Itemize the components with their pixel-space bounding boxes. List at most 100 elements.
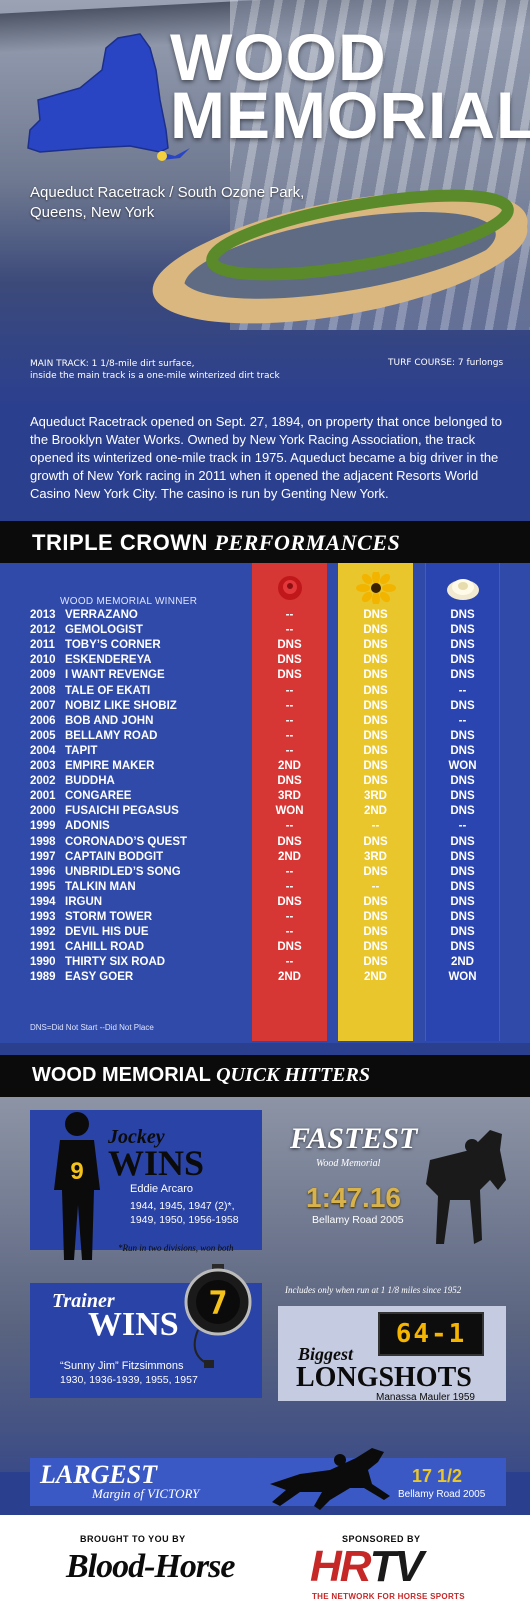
- row-year: 1995: [30, 880, 56, 893]
- row-year: 2000: [30, 805, 56, 818]
- belmont-result: DNS: [450, 669, 475, 682]
- row-year: 1994: [30, 895, 56, 908]
- table-row: 2005 BELLAMY ROAD -- DNS DNS: [30, 730, 500, 746]
- largest-margin-card: [30, 1458, 506, 1506]
- kentucky-derby-result: --: [285, 926, 294, 939]
- kentucky-derby-result: DNS: [277, 669, 302, 682]
- main-track-note-line-1: MAIN TRACK: 1 1/8-mile dirt surface,: [30, 359, 195, 369]
- racing-horse-icon: [426, 1130, 506, 1244]
- jockey-number: 9: [70, 1158, 83, 1185]
- row-year: 1989: [30, 971, 56, 984]
- kentucky-derby-result: --: [285, 744, 294, 757]
- row-horse: CORONADO’S QUEST: [65, 835, 188, 848]
- intro-paragraph: Aqueduct Racetrack opened on Sept. 27, 1…: [30, 414, 502, 501]
- table-row: 2011 TOBY’S CORNER DNS DNS DNS: [30, 639, 500, 655]
- longshot-horse: Manassa Mauler 1959: [376, 1392, 475, 1403]
- preakness-column: [338, 563, 413, 1041]
- row-year: 2006: [30, 714, 56, 727]
- row-horse: VERRAZANO: [65, 609, 138, 621]
- row-horse: EMPIRE MAKER: [65, 760, 155, 772]
- belmont-result: DNS: [450, 729, 475, 742]
- table-row: 2006 BOB AND JOHN -- DNS --: [30, 715, 500, 731]
- table-row: 1991 CAHILL ROAD DNS DNS DNS: [30, 941, 500, 957]
- main-track-note: MAIN TRACK: 1 1/8-mile dirt surface, ins…: [30, 358, 280, 382]
- galloping-horse-silhouette-icon: [270, 1448, 390, 1510]
- table-row: 1995 TALKIN MAN -- -- DNS: [30, 881, 500, 897]
- preakness-result: DNS: [363, 911, 388, 923]
- row-year: 2002: [30, 775, 56, 788]
- row-horse: GEMOLOGIST: [65, 624, 143, 637]
- row-year: 1996: [30, 865, 56, 878]
- table-row: 1999 ADONIS -- -- --: [30, 820, 500, 836]
- table-row: 1996 UNBRIDLED’S SONG -- DNS DNS: [30, 866, 500, 882]
- fastest-horse: Bellamy Road 2005: [312, 1214, 404, 1226]
- quick-hitters-header-bar: [0, 1055, 530, 1097]
- row-year: 2012: [30, 624, 56, 637]
- kentucky-derby-result: WON: [275, 805, 304, 818]
- jockey-label: Jockey: [108, 1126, 165, 1148]
- row-horse: EASY GOER: [65, 971, 134, 984]
- belmont-result: DNS: [450, 880, 475, 893]
- table-row: 1998 CORONADO’S QUEST DNS DNS DNS: [30, 836, 500, 852]
- belmont-result: --: [458, 714, 467, 727]
- kentucky-derby-result: DNS: [277, 654, 302, 667]
- preakness-result: DNS: [363, 669, 388, 682]
- table-row: 2001 CONGAREE 3RD 3RD DNS: [30, 790, 500, 806]
- preakness-result: DNS: [363, 624, 388, 637]
- table-row: 1990 THIRTY SIX ROAD -- DNS 2ND: [30, 956, 500, 972]
- belmont-result: DNS: [450, 805, 475, 818]
- triple-crown-title: TRIPLE CROWN PERFORMANCES: [32, 530, 400, 556]
- belmont-result: DNS: [450, 926, 475, 939]
- title-line-2: MEMORIAL: [170, 78, 530, 152]
- kentucky-derby-result: --: [285, 684, 294, 697]
- belmont-result: DNS: [450, 835, 475, 848]
- row-year: 1997: [30, 850, 56, 863]
- preakness-result: DNS: [363, 865, 388, 878]
- row-horse: I WANT REVENGE: [65, 669, 165, 682]
- jockey-wins-label: WINS: [108, 1143, 205, 1183]
- jockey-name: Eddie Arcaro: [130, 1183, 193, 1195]
- preakness-result: DNS: [363, 775, 388, 788]
- kentucky-derby-result: --: [285, 714, 294, 727]
- preakness-result: DNS: [363, 744, 388, 757]
- fastest-title: FASTEST: [290, 1122, 418, 1155]
- kentucky-derby-result: --: [285, 609, 294, 621]
- stopwatch-icon: 7: [184, 1264, 252, 1368]
- rose-icon: [278, 576, 302, 600]
- preakness-result: 3RD: [363, 850, 387, 863]
- kentucky-derby-result: --: [285, 911, 294, 923]
- preakness-result: DNS: [363, 609, 388, 621]
- kentucky-derby-result: 2ND: [277, 971, 301, 984]
- kentucky-derby-result: DNS: [277, 941, 302, 954]
- table-row: 2000 FUSAICHI PEGASUS WON 2ND DNS: [30, 805, 500, 821]
- triple-crown-title-plain: TRIPLE CROWN: [32, 530, 215, 555]
- preakness-result: 2ND: [363, 971, 387, 984]
- belmont-result: DNS: [450, 865, 475, 878]
- fastest-note: Includes only when run at 1 1/8 miles si…: [285, 1285, 462, 1295]
- kentucky-derby-result: DNS: [277, 835, 302, 848]
- quick-hitters-title-italic: QUICK HITTERS: [216, 1064, 370, 1086]
- sponsored-by: SPONSORED BY: [342, 1534, 421, 1544]
- preakness-result: DNS: [363, 729, 388, 742]
- row-horse: TALKIN MAN: [65, 880, 136, 893]
- row-year: 2007: [30, 699, 56, 712]
- row-horse: CAPTAIN BODGIT: [65, 850, 164, 863]
- preakness-result: --: [371, 820, 380, 833]
- preakness-result: DNS: [363, 684, 388, 697]
- table-row: 1994 IRGUN DNS DNS DNS: [30, 896, 500, 912]
- belmont-result: DNS: [450, 699, 475, 712]
- main-track-note-line-2: inside the main track is a one-mile wint…: [30, 371, 280, 381]
- table-row: 2009 I WANT REVENGE DNS DNS DNS: [30, 669, 500, 685]
- jockey-footnote: *Run in two divisions, won both: [118, 1243, 234, 1253]
- table-row: 1993 STORM TOWER -- DNS DNS: [30, 911, 500, 927]
- tote-board-odds: 64-1: [378, 1312, 484, 1356]
- belmont-result: DNS: [450, 654, 475, 667]
- row-horse: TAPIT: [65, 744, 98, 757]
- fastest-time: 1:47.16: [306, 1182, 401, 1213]
- preakness-result: DNS: [363, 926, 388, 939]
- footer: [0, 1515, 530, 1623]
- black-eyed-susan-icon: [356, 572, 396, 604]
- table-row: 1997 CAPTAIN BODGIT 2ND 3RD DNS: [30, 851, 500, 867]
- belmont-column: [425, 563, 500, 1041]
- belmont-result: WON: [448, 971, 477, 984]
